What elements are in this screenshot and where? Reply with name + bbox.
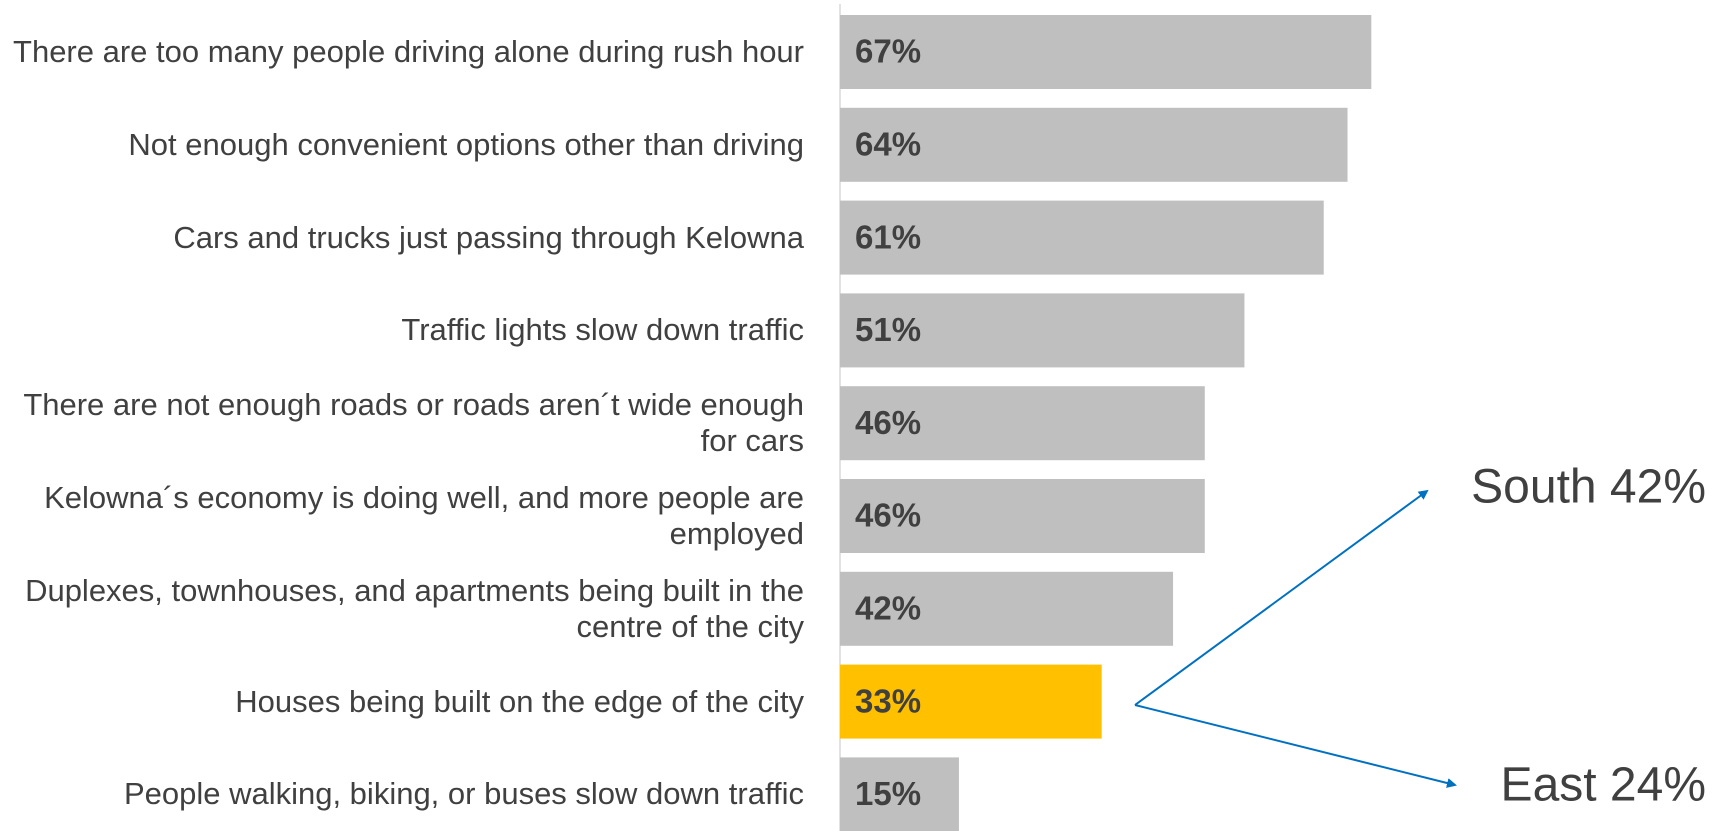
bar — [840, 15, 1372, 89]
value-label: 15% — [855, 775, 921, 812]
category-label: Traffic lights slow down traffic — [401, 312, 804, 348]
category-label: Cars and trucks just passing through Kel… — [173, 219, 804, 255]
bar — [840, 293, 1245, 368]
arrow — [1134, 489, 1429, 706]
annotation: East 24% — [1501, 759, 1706, 812]
bar — [840, 757, 959, 831]
arrow — [1134, 704, 1457, 788]
category-label: People walking, biking, or buses slow do… — [123, 776, 804, 812]
annotation: South 42% — [1471, 461, 1706, 514]
category-label: Duplexes, townhouses, and apartments bei… — [25, 572, 804, 644]
value-label: 67% — [855, 33, 921, 70]
value-label: 51% — [855, 311, 921, 348]
value-label: 33% — [855, 682, 921, 719]
bar — [840, 664, 1102, 739]
category-label: Not enough convenient options other than… — [128, 126, 804, 162]
value-label: 61% — [855, 218, 921, 255]
bar — [840, 200, 1324, 275]
bar — [840, 107, 1348, 182]
value-label: 46% — [855, 404, 921, 441]
bar — [840, 479, 1205, 553]
value-label: 46% — [855, 497, 921, 534]
category-label: There are too many people driving alone … — [13, 34, 804, 69]
bar — [840, 386, 1205, 461]
category-label: Houses being built on the edge of the ci… — [235, 683, 804, 719]
category-label: Kelowna´s economy is doing well, and mor… — [44, 480, 804, 551]
value-label: 42% — [855, 590, 921, 627]
category-label: There are not enough roads or roads aren… — [23, 387, 804, 459]
value-label: 64% — [855, 126, 921, 163]
bar — [840, 571, 1174, 646]
